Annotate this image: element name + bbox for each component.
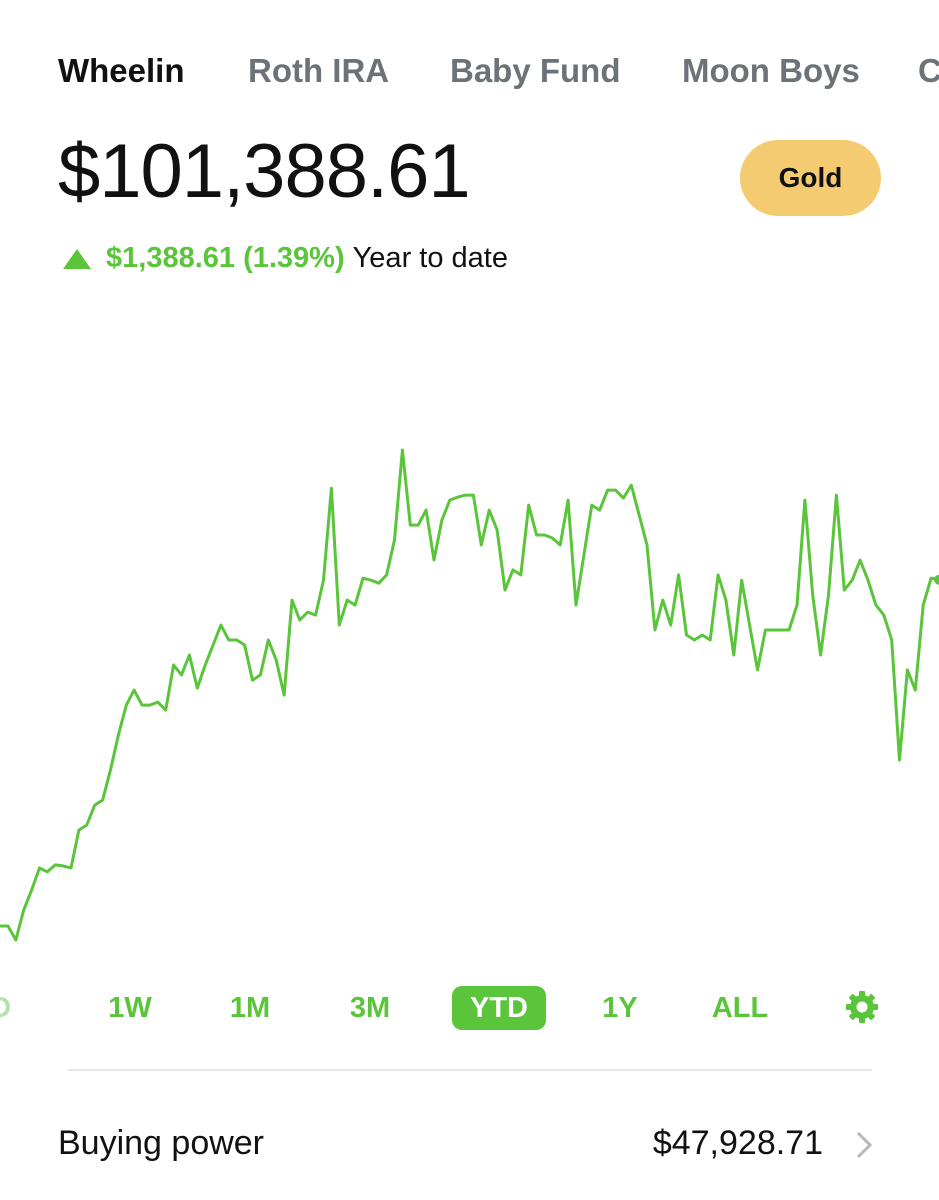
price-line	[0, 448, 939, 942]
account-tab[interactable]: Roth IRA	[248, 52, 390, 89]
range-button[interactable]: ALL	[711, 992, 769, 1024]
buying-power-value[interactable]: $47,928.71	[652, 1124, 823, 1162]
change-row: $1,388.61 (1.39%) Year to date	[62, 242, 508, 275]
gold-button[interactable]: Gold	[740, 140, 881, 216]
account-tab[interactable]: Moon Boys	[682, 52, 860, 89]
range-button[interactable]: 3M	[349, 992, 391, 1024]
divider	[68, 1069, 872, 1071]
balance: $101,388.61	[58, 129, 471, 214]
account-tab[interactable]: Baby Fund	[450, 52, 621, 89]
range-button[interactable]: 1M	[229, 992, 271, 1024]
range-button[interactable]: YTD	[452, 986, 546, 1030]
change-period: Year to date	[352, 242, 508, 274]
current-point	[934, 574, 939, 585]
change-amount: $1,388.61 (1.39%)	[106, 242, 345, 274]
range-button[interactable]: 1D	[0, 992, 12, 1024]
range-button[interactable]: 1Y	[602, 992, 638, 1024]
range-button[interactable]: 1W	[108, 992, 152, 1024]
up-triangle	[63, 248, 91, 269]
settings-gear[interactable]	[844, 989, 880, 1025]
account-tab[interactable]: C	[918, 52, 939, 89]
account-tab[interactable]: Wheelin	[58, 52, 185, 89]
buying-power-label[interactable]: Buying power	[58, 1124, 265, 1162]
chevron[interactable]	[852, 1129, 876, 1161]
